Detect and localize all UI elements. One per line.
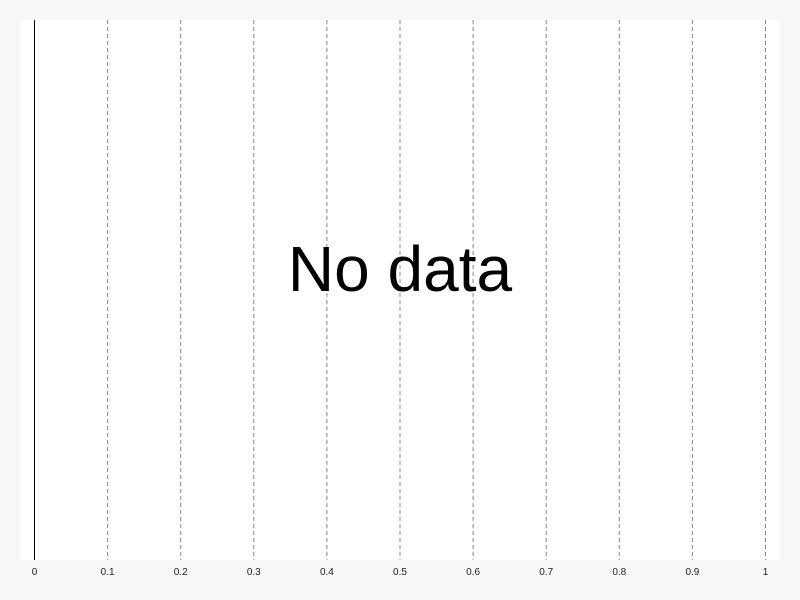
x-tick-label: 1 <box>763 567 769 578</box>
x-tick-label: 0.6 <box>466 567 480 578</box>
x-tick-label: 0.5 <box>393 567 407 578</box>
x-tick-label: 0 <box>32 567 38 578</box>
x-tick-label: 0.9 <box>685 567 699 578</box>
x-tick-label: 0.2 <box>174 567 188 578</box>
x-tick-label: 0.8 <box>612 567 626 578</box>
no-data-message: No data <box>287 233 513 305</box>
x-tick-label: 0.7 <box>539 567 553 578</box>
x-tick-label: 0.3 <box>247 567 261 578</box>
x-tick-label: 0.1 <box>101 567 115 578</box>
x-tick-label: 0.4 <box>320 567 334 578</box>
